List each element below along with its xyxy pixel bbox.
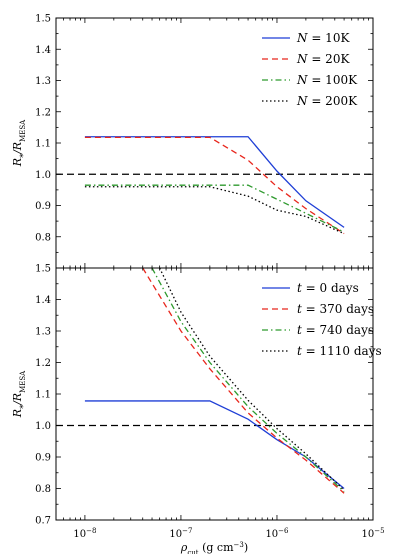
series-line-2 — [84, 136, 345, 235]
x-tick-label: 10−7 — [169, 527, 192, 540]
y-tick-label: 0.9 — [35, 453, 51, 464]
series-line-3 — [151, 268, 345, 493]
y-tick-label: 0.7 — [35, 516, 51, 527]
series-line-1 — [84, 136, 345, 228]
y-tick-label: 0.8 — [35, 484, 51, 495]
legend-label: N = 200K — [296, 94, 358, 108]
y-tick-label: 1.3 — [35, 76, 51, 87]
y-tick-label: 1.0 — [35, 170, 51, 181]
x-tick-label: 10−8 — [73, 527, 96, 540]
legend-label: N = 100K — [296, 73, 358, 87]
series-line-1 — [84, 400, 345, 490]
legend-label: N = 20K — [296, 52, 350, 66]
y-tick-label: 1.1 — [35, 390, 51, 401]
y-tick-label: 1.3 — [35, 327, 51, 338]
y-tick-label: 1.4 — [35, 45, 51, 56]
x-tick-label: 10−6 — [265, 527, 289, 540]
y-tick-label: 1.1 — [35, 139, 51, 150]
legend-label: t = 0 days — [297, 281, 359, 295]
series-line-2 — [142, 268, 345, 494]
legend-label: t = 1110 days — [297, 344, 382, 358]
y-tick-label: 1.2 — [35, 107, 51, 118]
x-tick-label: 10−5 — [361, 527, 384, 540]
y-axis-label: R*/RMESA — [11, 370, 28, 418]
legend: t = 0 days t = 370 days t = 740 days t = 11… — [262, 281, 382, 358]
y-tick-label: 1.5 — [35, 264, 51, 275]
series-line-4 — [159, 268, 345, 491]
y-tick-label: 0.8 — [35, 232, 51, 243]
y-tick-label: 1.2 — [35, 358, 51, 369]
y-tick-label: 1.5 — [35, 14, 51, 25]
y-axis-label: R*/RMESA — [11, 119, 28, 167]
x-axis-label: ρcut (g cm−3) — [180, 541, 248, 554]
series-line-4 — [84, 186, 345, 235]
y-tick-label: 1.4 — [35, 295, 51, 306]
y-tick-label: 1.0 — [35, 421, 51, 432]
legend-label: t = 740 days — [297, 323, 374, 337]
legend-label: N = 10K — [296, 31, 350, 45]
series-line-3 — [84, 184, 345, 233]
y-tick-label: 0.9 — [35, 201, 51, 212]
legend: N = 10K N = 20K N = 100K N = 200K — [262, 31, 358, 108]
panel-2: 1.5 1.4 1.3 1.2 1.1 1.0 0.9 0.8 0.7 10−8 10−7 10−6 1… — [11, 264, 385, 554]
legend-label: t = 370 days — [297, 302, 374, 316]
